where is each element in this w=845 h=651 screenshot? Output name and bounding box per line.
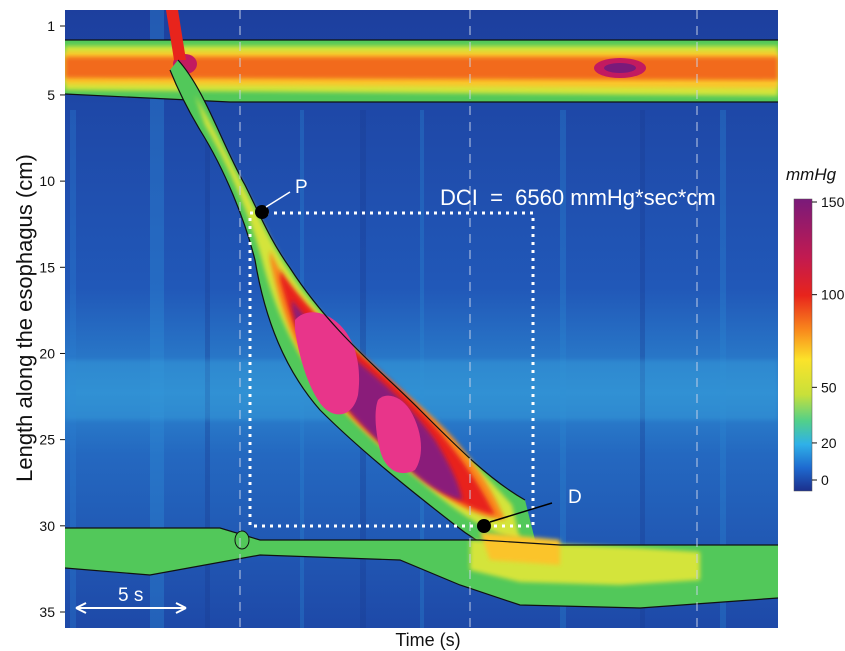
point-d-marker — [477, 519, 491, 533]
y-tick-label: 20 — [39, 345, 55, 361]
y-tick-label: 15 — [39, 259, 55, 275]
swallow-onset — [166, 10, 186, 60]
colorbar — [793, 198, 813, 492]
y-axis-label: Length along the esophagus (cm) — [12, 154, 37, 482]
y-tick-label: 35 — [39, 604, 55, 620]
y-tick-label: 25 — [39, 432, 55, 448]
dci-annotation: DCI = 6560 mmHg*sec*cm — [440, 185, 716, 210]
lower-sphincter-band — [65, 527, 778, 609]
colorbar-tick-label: 50 — [821, 379, 837, 395]
colorbar-tick-label: 150 — [821, 194, 845, 210]
colorbar-tick-label: 100 — [821, 287, 845, 303]
point-d-label: D — [568, 487, 582, 508]
x-axis-label: Time (s) — [395, 630, 460, 650]
colorbar-unit: mmHg — [786, 165, 837, 184]
colorbar-ticks: 150 100 50 20 0 — [812, 194, 845, 488]
y-tick-label: 5 — [47, 87, 55, 103]
point-p-leader — [265, 191, 291, 208]
y-tick-label: 10 — [39, 173, 55, 189]
plot-area — [65, 10, 778, 628]
dci-box — [248, 211, 535, 528]
upper-sphincter-band — [65, 39, 778, 103]
y-tick-label: 30 — [39, 518, 55, 534]
colorbar-tick-label: 20 — [821, 435, 837, 451]
point-p-marker — [255, 205, 269, 219]
scale-bar — [75, 602, 187, 614]
scale-bar-label: 5 s — [118, 585, 143, 606]
point-d-leader — [489, 502, 553, 523]
peristaltic-wave — [169, 59, 541, 561]
colorbar-tick-label: 0 — [821, 472, 829, 488]
y-tick-label: 1 — [47, 18, 55, 34]
point-p-label: P — [295, 177, 308, 198]
